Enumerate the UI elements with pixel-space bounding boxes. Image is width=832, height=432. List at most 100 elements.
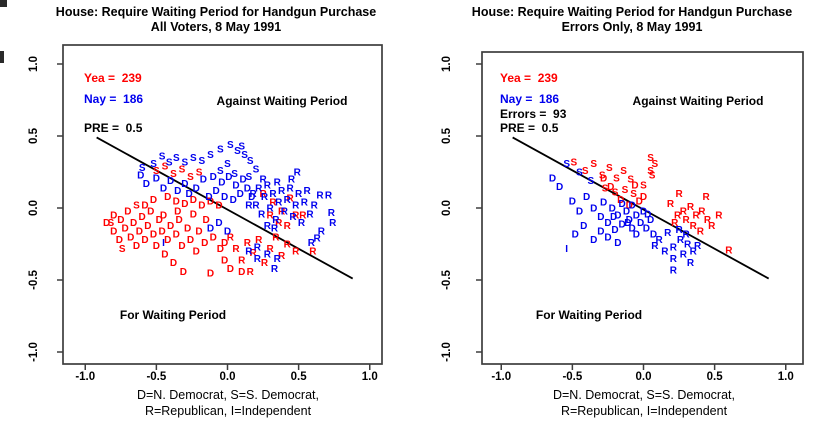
data-point-S: S xyxy=(246,172,253,183)
data-point-R: R xyxy=(670,254,678,265)
x-axis-tick-label: -1.0 xyxy=(491,371,512,383)
data-point-D: D xyxy=(143,179,150,190)
data-point-R: R xyxy=(271,224,279,235)
data-point-R: R xyxy=(252,201,260,212)
data-point-D: D xyxy=(572,229,579,240)
y-axis-tick-label: -0.5 xyxy=(441,270,453,290)
data-point-D: D xyxy=(600,198,607,209)
data-point-S: S xyxy=(238,142,245,153)
data-point-R: R xyxy=(687,202,695,213)
data-point-R: R xyxy=(671,218,679,229)
data-point-D: D xyxy=(190,209,197,220)
data-point-R: R xyxy=(259,175,267,186)
data-point-R: R xyxy=(272,232,280,243)
data-point-D: D xyxy=(207,224,214,235)
data-point-R: R xyxy=(664,228,672,239)
data-point-D: D xyxy=(629,201,636,212)
data-point-R: R xyxy=(284,221,292,232)
data-point-S: S xyxy=(170,169,177,180)
data-point-R: R xyxy=(325,191,333,202)
x-axis-caption-line2: R=Republican, I=Independent xyxy=(144,404,312,418)
data-point-D: D xyxy=(164,235,171,246)
data-point-R: R xyxy=(264,221,272,232)
data-point-D: D xyxy=(173,196,180,207)
data-point-R: R xyxy=(674,211,682,222)
x-axis-tick-label: 0.5 xyxy=(290,371,307,383)
data-point-D: D xyxy=(178,241,185,252)
data-point-R: R xyxy=(292,247,300,258)
data-point-R: R xyxy=(286,183,294,194)
data-point-D: D xyxy=(130,218,137,229)
data-point-D: D xyxy=(215,201,222,212)
data-point-R: R xyxy=(264,180,272,191)
data-point-D: D xyxy=(244,183,251,194)
data-point-S: S xyxy=(606,163,613,174)
data-point-R: R xyxy=(697,227,705,238)
panel-title: House: Require Waiting Period for Handgu… xyxy=(430,5,832,35)
data-point-S: S xyxy=(173,153,180,164)
data-point-D: D xyxy=(217,244,224,255)
data-point-R: R xyxy=(274,178,282,189)
data-point-R: R xyxy=(677,235,685,246)
data-point-S: S xyxy=(570,157,577,168)
x-axis-caption-line2: R=Republican, I=Independent xyxy=(560,404,728,418)
data-point-S: S xyxy=(588,176,595,187)
data-point-R: R xyxy=(281,206,289,217)
annotation-against-waiting-period: Against Waiting Period xyxy=(632,94,764,108)
data-point-R: R xyxy=(292,201,300,212)
data-point-D: D xyxy=(141,201,148,212)
data-point-I: I xyxy=(162,238,165,249)
data-point-R: R xyxy=(683,229,691,240)
data-point-D: D xyxy=(117,215,124,226)
data-point-R: R xyxy=(306,209,314,220)
data-point-D: D xyxy=(636,196,643,207)
data-point-D: D xyxy=(629,224,636,235)
data-point-S: S xyxy=(133,201,140,212)
data-point-R: R xyxy=(274,254,282,265)
data-point-S: S xyxy=(599,170,606,181)
data-point-D: D xyxy=(205,192,212,203)
data-point-D: D xyxy=(185,189,192,200)
data-point-D: D xyxy=(103,218,110,229)
data-point-S: S xyxy=(159,152,166,163)
panel-title: House: Require Waiting Period for Handgu… xyxy=(14,5,418,35)
x-axis-tick-label: -0.5 xyxy=(562,371,583,383)
data-point-D: D xyxy=(230,195,237,206)
x-axis-tick-label: 0.5 xyxy=(706,371,723,383)
data-point-S: S xyxy=(217,166,224,177)
data-point-D: D xyxy=(176,215,183,226)
x-axis-tick-label: -1.0 xyxy=(75,371,96,383)
data-point-S: S xyxy=(612,188,619,199)
data-point-D: D xyxy=(225,172,232,183)
data-point-D: D xyxy=(193,247,200,258)
data-point-R: R xyxy=(675,189,683,200)
data-point-D: D xyxy=(137,170,144,181)
data-point-R: R xyxy=(267,244,275,255)
data-point-D: D xyxy=(224,227,231,238)
data-point-D: D xyxy=(590,204,597,215)
data-point-R: R xyxy=(278,186,286,197)
data-point-R: R xyxy=(249,248,257,259)
data-point-R: R xyxy=(329,218,337,229)
data-point-R: R xyxy=(288,175,296,186)
data-point-R: R xyxy=(292,211,300,222)
data-point-D: D xyxy=(174,186,181,197)
data-point-D: D xyxy=(210,232,217,243)
data-point-S: S xyxy=(190,153,197,164)
data-point-S: S xyxy=(199,156,206,167)
data-point-D: D xyxy=(110,227,117,238)
data-point-R: R xyxy=(667,199,675,210)
x-axis-tick-label: 1.0 xyxy=(361,371,378,383)
legend-pre-value: PRE = 0.5 xyxy=(500,121,559,135)
data-point-D: D xyxy=(583,192,590,203)
panel-errors-only: House: Require Waiting Period for Handgu… xyxy=(416,0,832,432)
data-point-R: R xyxy=(275,218,283,229)
data-point-R: R xyxy=(295,189,303,200)
data-point-S: S xyxy=(217,144,224,155)
data-point-D: D xyxy=(190,195,197,206)
data-point-S: S xyxy=(613,173,620,184)
data-point-R: R xyxy=(314,234,322,245)
data-point-R: R xyxy=(725,245,733,256)
y-axis-tick-label: 0.5 xyxy=(28,128,40,144)
